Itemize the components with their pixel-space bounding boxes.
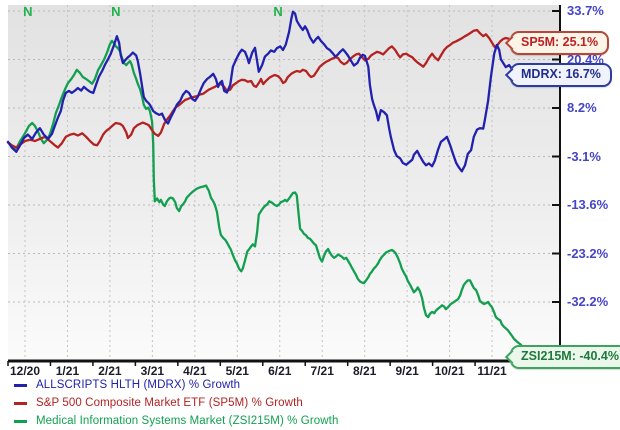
chart-legend: ALLSCRIPTS HLTH (MDRX) % Growth S&P 500 C… xyxy=(14,376,338,430)
callout-MDRX: MDRX: 16.7% xyxy=(504,63,612,88)
news-marker-icon: N xyxy=(23,4,32,19)
series-line-MDRX xyxy=(6,10,560,173)
legend-item-SP5M: S&P 500 Composite Market ETF (SP5M) % Gr… xyxy=(14,394,338,412)
legend-item-MDRX: ALLSCRIPTS HLTH (MDRX) % Growth xyxy=(14,376,338,394)
x-month-label: 11/21 xyxy=(477,364,507,378)
x-month-label: 4/21 xyxy=(183,364,207,378)
y-tick-label: -13.6% xyxy=(567,197,609,212)
y-tick-label: 33.7% xyxy=(567,3,604,18)
series-line-SP5M xyxy=(6,28,560,149)
callout-ZSI215M: ZSI215M: -40.4% xyxy=(504,345,620,369)
x-month-label: 5/21 xyxy=(225,364,249,378)
legend-label: ALLSCRIPTS HLTH (MDRX) % Growth xyxy=(36,379,241,391)
y-tick-label: -32.2% xyxy=(567,294,609,309)
x-month-label: 8/21 xyxy=(352,364,377,378)
news-marker-icon: N xyxy=(111,4,120,19)
x-month-label: 1/21 xyxy=(55,364,80,378)
x-month-label: 3/21 xyxy=(140,364,165,378)
plot-background xyxy=(8,5,560,360)
news-marker-icon: N xyxy=(273,4,282,19)
x-month-label: 12/20 xyxy=(9,364,40,378)
x-month-label: 6/21 xyxy=(268,364,292,378)
legend-swatch-icon xyxy=(14,419,27,423)
legend-label: Medical Information Systems Market (ZSI2… xyxy=(36,415,339,427)
legend-item-ZSI215M: Medical Information Systems Market (ZSI2… xyxy=(14,412,338,430)
x-month-label: 9/21 xyxy=(395,364,419,378)
y-tick-label: 8.2% xyxy=(567,100,597,115)
callout-SP5M: SP5M: 25.1% xyxy=(504,31,610,56)
y-tick-label: -23.2% xyxy=(567,245,609,261)
x-month-label: 10/21 xyxy=(434,364,465,378)
y-tick-label: -3.1% xyxy=(567,148,601,164)
y-tick-label: 20.4% xyxy=(567,51,604,67)
legend-swatch-icon xyxy=(14,383,27,387)
legend-swatch-icon xyxy=(14,401,27,405)
x-month-label: 2/21 xyxy=(98,364,122,378)
legend-label: S&P 500 Composite Market ETF (SP5M) % Gr… xyxy=(36,397,303,409)
x-month-label: 7/21 xyxy=(310,364,334,378)
